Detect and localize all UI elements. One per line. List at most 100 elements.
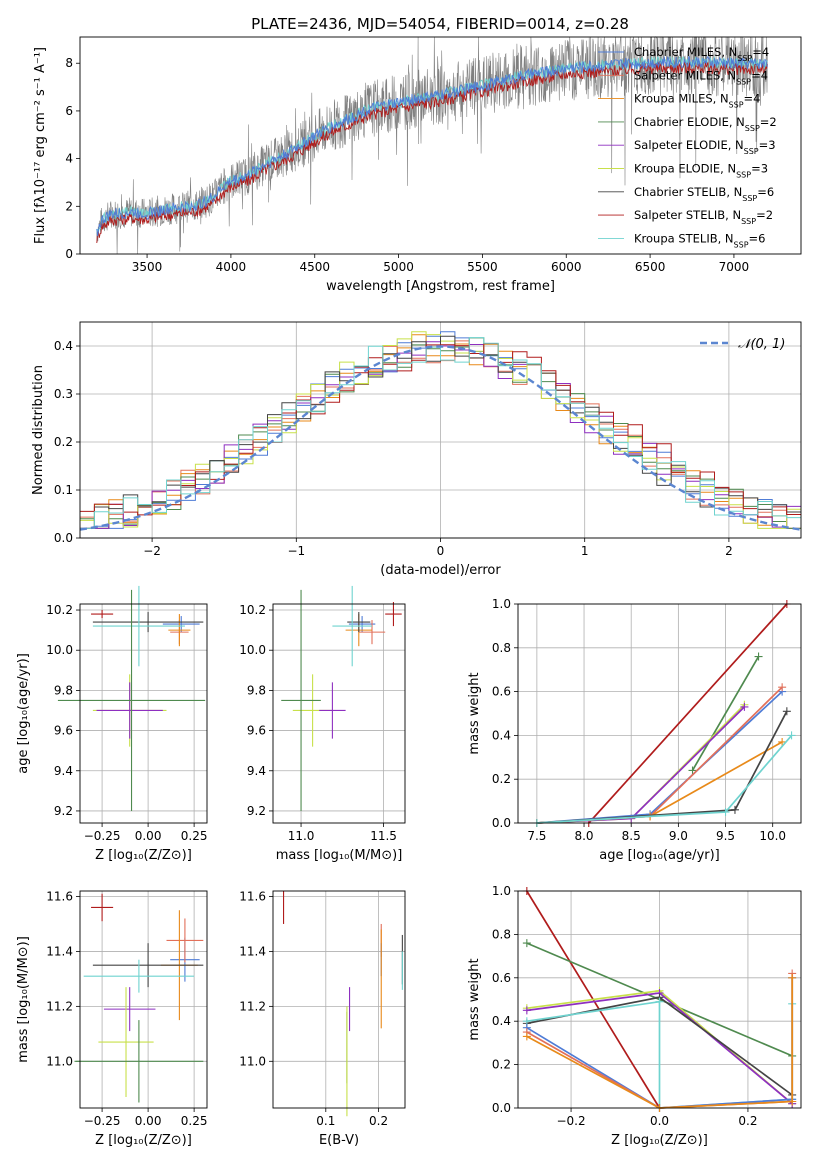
y-tick-label: 4 <box>65 152 73 166</box>
weight-marker <box>730 805 739 814</box>
spectrum-data-line <box>96 36 768 255</box>
y-tick-label: 11.0 <box>239 1054 266 1068</box>
x-tick-label: −0.25 <box>84 829 121 843</box>
x-tick-label: 0.2 <box>369 1114 388 1128</box>
y-tick-label: 6 <box>65 104 73 118</box>
y-tick-label: 0.0 <box>492 1101 511 1115</box>
x-tick-label: 6500 <box>635 260 666 274</box>
y-tick-label: 2 <box>65 199 73 213</box>
plot-content-spectrum <box>96 36 768 255</box>
plot-content-age-vs-Z <box>57 585 206 811</box>
y-tick-label: 0.1 <box>54 483 73 497</box>
residual-histogram <box>80 343 801 518</box>
y-tick-label: 9.8 <box>247 683 266 697</box>
legend-entry: Salpeter STELIB, NSSP=2 <box>634 208 773 226</box>
weight-line <box>536 741 783 824</box>
y-tick-label: 9.6 <box>54 724 73 738</box>
plot-mass-vs-Z <box>76 891 207 1112</box>
x-tick-label: 4500 <box>299 260 330 274</box>
y-tick-label: 1.0 <box>492 884 511 898</box>
x-tick-label: 8.5 <box>622 829 641 843</box>
y-tick-label: 0.4 <box>492 728 511 742</box>
x-tick-label: 11.5 <box>370 829 397 843</box>
y-tick-label: 9.4 <box>247 764 266 778</box>
x-tick-label: 7000 <box>719 260 750 274</box>
legend-entry: 𝒩(0, 1) <box>738 337 785 352</box>
weight-marker <box>754 652 763 661</box>
weight-line <box>536 710 788 824</box>
legend-entry: Chabrier ELODIE, NSSP=2 <box>634 115 777 132</box>
x-axis-label: (data-model)/error <box>380 563 501 578</box>
x-tick-label: −1 <box>287 544 305 558</box>
axes-frame <box>79 890 208 1109</box>
weight-line <box>536 704 746 824</box>
spectrum-model-line <box>96 55 768 237</box>
x-tick-label: 2 <box>725 544 733 558</box>
y-tick-label: 11.0 <box>46 1054 73 1068</box>
axes-frame <box>517 890 802 1109</box>
y-axis-label: Flux [fλ10⁻¹⁷ erg cm⁻² s⁻¹ A⁻¹] <box>33 47 48 244</box>
weight-marker <box>778 737 787 746</box>
y-tick-label: 0.8 <box>492 641 511 655</box>
plot-age-vs-mass <box>269 604 405 827</box>
axes-frame <box>79 603 208 824</box>
y-tick-label: 1.0 <box>492 597 511 611</box>
y-tick-label: 9.4 <box>54 764 73 778</box>
y-tick-label: 8 <box>65 56 73 70</box>
legend-entry: Chabrier STELIB, NSSP=6 <box>634 185 774 203</box>
x-axis-label: Z [log₁₀(Z/Z⊙)] <box>95 848 192 863</box>
plot-spectrum <box>76 62 735 258</box>
weight-line <box>526 977 794 1109</box>
y-tick-label: 11.2 <box>46 999 73 1013</box>
weight-marker <box>782 707 791 716</box>
y-tick-label: 9.8 <box>54 683 73 697</box>
normal-curve <box>79 345 802 531</box>
y-tick-label: 0.4 <box>54 339 73 353</box>
weight-marker <box>721 808 730 817</box>
weight-marker <box>522 1006 531 1015</box>
weight-line <box>536 686 783 824</box>
residual-histogram <box>80 337 801 529</box>
x-axis-label: Z [log₁₀(Z/Z⊙)] <box>611 1133 708 1148</box>
y-tick-label: 9.6 <box>247 724 266 738</box>
x-axis-label: E(B-V) <box>319 1133 359 1148</box>
y-tick-label: 0.3 <box>54 387 73 401</box>
y-tick-label: 11.2 <box>239 999 266 1013</box>
y-tick-label: 11.6 <box>239 889 266 903</box>
legend-entry: Salpeter ELODIE, NSSP=3 <box>634 138 776 156</box>
axes-frame <box>79 321 802 539</box>
legend-entry: Salpeter MILES, NSSP=4 <box>634 68 768 86</box>
y-tick-label: 10.2 <box>239 603 266 617</box>
y-tick-label: 9.2 <box>247 804 266 818</box>
x-tick-label: 8.0 <box>574 829 593 843</box>
weight-marker <box>522 1032 531 1041</box>
x-tick-label: 7.5 <box>527 829 546 843</box>
legend-entry: Chabrier MILES, NSSP=4 <box>634 45 769 63</box>
y-tick-label: 10.2 <box>46 603 73 617</box>
y-tick-label: 11.6 <box>46 889 73 903</box>
y-tick-label: 0.6 <box>492 971 511 985</box>
x-tick-label: −0.25 <box>84 1114 121 1128</box>
x-tick-label: 0.00 <box>135 829 162 843</box>
y-tick-label: 0.2 <box>492 1058 511 1072</box>
y-tick-label: 0 <box>65 247 73 261</box>
weight-marker <box>655 997 664 1006</box>
axes-frame <box>517 603 802 824</box>
x-tick-label: 4000 <box>216 260 247 274</box>
weight-marker <box>787 731 796 740</box>
plot-content-age-vs-mass <box>281 585 402 811</box>
y-tick-label: 10.0 <box>239 643 266 657</box>
weight-marker <box>778 683 787 692</box>
x-tick-label: 9.5 <box>716 829 735 843</box>
weight-line <box>536 690 783 824</box>
weight-marker <box>522 939 531 948</box>
plot-content-mass-weight-vs-Z <box>522 887 797 1112</box>
legend-entry: Kroupa ELODIE, NSSP=3 <box>634 162 768 180</box>
legend-entry: Kroupa MILES, NSSP=4 <box>634 92 760 110</box>
figure-title: PLATE=2436, MJD=54054, FIBERID=0014, z=0… <box>251 15 629 33</box>
y-tick-label: 0.0 <box>492 816 511 830</box>
x-tick-label: 0 <box>437 544 445 558</box>
x-tick-label: −0.2 <box>556 1114 585 1128</box>
x-tick-label: 0.0 <box>650 1114 669 1128</box>
plot-content-mass-weight-vs-age <box>532 600 796 827</box>
